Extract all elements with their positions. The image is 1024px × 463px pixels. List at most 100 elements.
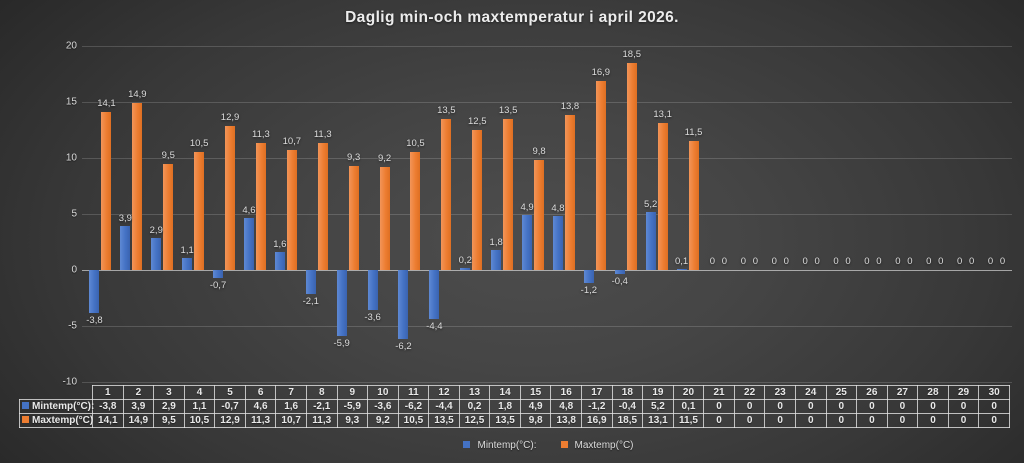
table-day-header-21: 21 — [703, 385, 735, 400]
bar-mintemp-day-14 — [491, 249, 502, 270]
bar-mintemp-day-4 — [182, 257, 193, 270]
table-row-header-mintemp: Mintemp(°C): — [19, 399, 94, 414]
data-table-grid: 1 2 3 4 5 6 7 8 9 10 11 12 13 14 15 16 17 18 19 20 21 22 23 24 2… — [19, 385, 1010, 428]
table-day-header-16: 16 — [550, 385, 582, 400]
bar-maxtemp-day-10 — [379, 166, 390, 270]
bar-maxtemp-day-1 — [101, 112, 112, 270]
table-cell-mintemp-day-20: 0,1 — [672, 399, 705, 414]
table-cell-maxtemp-day-26: 0 — [856, 413, 888, 428]
data-label-maxtemp-day-27: 0 — [907, 256, 913, 267]
table-cell-maxtemp-day-21: 0 — [703, 413, 735, 428]
data-label-maxtemp-day-15: 9,8 — [532, 146, 546, 158]
table-day-header-10: 10 — [367, 385, 399, 400]
table-cell-maxtemp-day-13: 12,5 — [458, 413, 491, 428]
bar-maxtemp-day-6 — [255, 143, 266, 270]
table-day-header-3: 3 — [153, 385, 185, 400]
data-label-mintemp-day-28: 0 — [926, 256, 932, 267]
bar-mintemp-day-1 — [89, 270, 100, 313]
table-cell-mintemp-day-28: 0 — [917, 399, 949, 414]
table-day-header-2: 2 — [122, 385, 155, 400]
table-day-header-9: 9 — [336, 385, 369, 400]
mintemp-swatch-icon — [463, 441, 471, 448]
data-label-mintemp-day-16: 4,8 — [551, 203, 565, 215]
bar-maxtemp-day-15 — [534, 160, 545, 270]
table-cell-maxtemp-day-10: 9,2 — [367, 413, 399, 428]
table-cell-maxtemp-day-3: 9,5 — [153, 413, 185, 428]
bar-maxtemp-day-8 — [317, 143, 328, 270]
table-cell-maxtemp-day-7: 10,7 — [275, 413, 307, 428]
bar-maxtemp-day-19 — [657, 123, 668, 270]
table-cell-mintemp-day-4: 1,1 — [183, 399, 216, 414]
table-cell-maxtemp-day-4: 10,5 — [183, 413, 216, 428]
data-label-maxtemp-day-23: 0 — [783, 256, 789, 267]
legend-label-mintemp: Mintemp(°C): — [477, 440, 537, 451]
table-cell-maxtemp-day-6: 11,3 — [244, 413, 277, 428]
table-cell-maxtemp-day-2: 14,9 — [122, 413, 155, 428]
y-axis-tick-label: -5 — [68, 320, 77, 332]
table-day-header-18: 18 — [611, 385, 644, 400]
table-cell-mintemp-day-1: -3,8 — [92, 399, 124, 414]
bar-mintemp-day-7 — [274, 252, 285, 270]
table-cell-mintemp-day-8: -2,1 — [305, 399, 338, 414]
table-cell-mintemp-day-26: 0 — [856, 399, 888, 414]
data-label-maxtemp-day-30: 0 — [999, 256, 1006, 267]
gridline — [82, 45, 1012, 47]
data-label-maxtemp-day-20: 11,5 — [684, 127, 703, 139]
table-day-header-28: 28 — [917, 385, 949, 400]
chart-legend: Mintemp(°C): Maxtemp(°C) — [85, 440, 1012, 451]
table-day-header-26: 26 — [856, 385, 888, 400]
table-day-header-7: 7 — [275, 385, 307, 400]
y-axis-tick-label: 10 — [65, 152, 77, 164]
data-label-maxtemp-day-3: 9,5 — [161, 149, 175, 161]
table-cell-mintemp-day-21: 0 — [703, 399, 735, 414]
table-cell-maxtemp-day-18: 18,5 — [611, 413, 644, 428]
zero-line — [82, 269, 1012, 271]
table-cell-mintemp-day-9: -5,9 — [336, 399, 369, 414]
bar-maxtemp-day-14 — [503, 118, 514, 270]
bar-mintemp-day-19 — [645, 211, 656, 270]
data-label-mintemp-day-25: 0 — [833, 256, 839, 267]
maxtemp-swatch-icon — [22, 415, 29, 423]
data-label-mintemp-day-14: 1,8 — [489, 236, 503, 248]
data-label-mintemp-day-15: 4,9 — [520, 202, 534, 214]
maxtemp-swatch-icon — [560, 441, 568, 448]
data-label-mintemp-day-17: -1,2 — [580, 285, 598, 297]
legend-label-maxtemp: Maxtemp(°C) — [574, 440, 634, 451]
table-cell-maxtemp-day-20: 11,5 — [672, 413, 705, 428]
table-day-header-30: 30 — [978, 385, 1010, 400]
table-day-header-17: 17 — [581, 385, 613, 400]
data-label-mintemp-day-27: 0 — [895, 256, 901, 267]
data-label-maxtemp-day-21: 0 — [721, 256, 728, 267]
table-cell-mintemp-day-11: -6,2 — [397, 399, 430, 414]
table-cell-maxtemp-day-24: 0 — [794, 413, 827, 428]
table-cell-mintemp-day-23: 0 — [764, 399, 796, 414]
bar-mintemp-day-8 — [305, 270, 316, 294]
table-cell-maxtemp-day-16: 13,8 — [550, 413, 582, 428]
bar-mintemp-day-16 — [552, 216, 563, 270]
table-cell-maxtemp-day-5: 12,9 — [214, 413, 246, 428]
data-label-maxtemp-day-29: 0 — [968, 256, 975, 267]
bar-maxtemp-day-17 — [595, 80, 606, 270]
table-cell-maxtemp-day-17: 16,9 — [581, 413, 613, 428]
y-axis-tick-label: 20 — [65, 40, 77, 52]
table-cell-maxtemp-day-8: 11,3 — [305, 413, 338, 428]
data-label-mintemp-day-1: -3,8 — [86, 314, 103, 326]
table-day-header-5: 5 — [214, 385, 246, 400]
table-cell-maxtemp-day-30: 0 — [978, 413, 1010, 428]
table-day-header-4: 4 — [183, 385, 216, 400]
bar-mintemp-day-15 — [522, 215, 533, 270]
table-cell-maxtemp-day-29: 0 — [947, 413, 980, 428]
data-label-mintemp-day-20: 0,1 — [674, 255, 689, 267]
table-day-header-14: 14 — [489, 385, 521, 400]
data-label-maxtemp-day-2: 14,9 — [128, 89, 147, 101]
table-cell-maxtemp-day-11: 10,5 — [397, 413, 430, 428]
data-label-maxtemp-day-17: 16,9 — [591, 66, 611, 78]
data-label-mintemp-day-30: 0 — [987, 256, 994, 267]
data-label-mintemp-day-3: 2,9 — [149, 224, 163, 236]
data-label-maxtemp-day-14: 13,5 — [498, 104, 518, 116]
data-label-maxtemp-day-6: 11,3 — [252, 129, 270, 141]
y-axis-tick-label: 15 — [65, 96, 77, 108]
legend-item-maxtemp: Maxtemp(°C) — [560, 440, 634, 451]
table-cell-maxtemp-day-23: 0 — [764, 413, 796, 428]
